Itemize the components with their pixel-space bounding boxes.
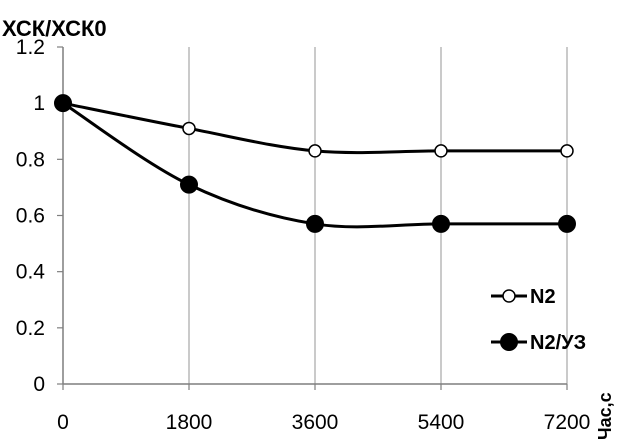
- y-axis-label: ХСК/ХСК0: [2, 16, 107, 41]
- data-point-0-1: [182, 121, 196, 136]
- y-tick-label-4: 0.8: [16, 148, 45, 171]
- data-point-1-2: [306, 214, 324, 233]
- series-group: [54, 94, 576, 233]
- y-tick-label-1: 0.2: [16, 317, 45, 340]
- y-tick-label-2: 0.4: [16, 261, 46, 284]
- legend-marker-1: [500, 333, 518, 351]
- data-point-1-4: [558, 214, 576, 233]
- legend-label-0: N2: [530, 286, 556, 308]
- x-tick-label-2: 3600: [292, 411, 339, 434]
- x-tick-labels: 0 1800 3600 5400 7200: [57, 411, 590, 434]
- legend: N2 N2/УЗ: [491, 286, 586, 354]
- y-tick-labels: 0 0.2 0.4 0.6 0.8 1 1.2: [16, 36, 46, 396]
- x-tick-label-1: 1800: [166, 411, 213, 434]
- legend-marker-0: [502, 289, 516, 303]
- y-tick-label-3: 0.6: [16, 205, 45, 228]
- data-point-0-3: [434, 144, 448, 158]
- x-tick-label-4: 7200: [544, 411, 591, 434]
- y-tick-label-6: 1.2: [16, 36, 45, 59]
- data-point-1-1: [180, 175, 198, 194]
- y-tick-label-0: 0: [33, 373, 45, 396]
- x-axis-label: Час,с: [595, 392, 615, 440]
- x-tick-label-0: 0: [57, 411, 69, 434]
- y-tick-label-5: 1: [33, 92, 45, 115]
- legend-label-1: N2/УЗ: [530, 332, 586, 354]
- data-point-0-2: [308, 144, 322, 158]
- x-tick-label-3: 5400: [418, 411, 465, 434]
- data-point-0-4: [560, 144, 574, 158]
- data-point-1-3: [432, 214, 450, 233]
- data-point-1-0: [54, 94, 72, 113]
